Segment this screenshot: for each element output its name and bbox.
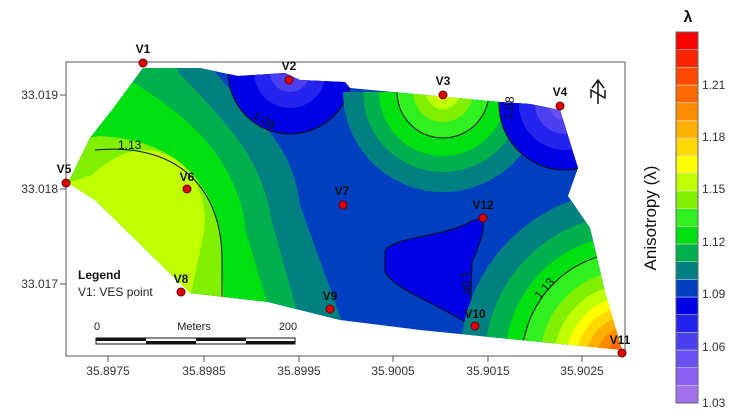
colorbar-band (675, 261, 699, 280)
ves-point-marker[interactable] (617, 348, 627, 358)
colorbar (675, 31, 699, 404)
colorbar-band (675, 226, 699, 245)
ves-point-marker[interactable] (61, 178, 71, 188)
scale-unit: Meters (177, 321, 211, 333)
x-tick-label: 35.9015 (466, 364, 510, 378)
legend-title: Legend (78, 268, 121, 282)
colorbar-tick-label: 1.03 (702, 396, 726, 410)
y-tick-label: 33.018 (21, 182, 58, 196)
y-tick-label: 33.019 (21, 88, 58, 102)
colorbar-band (675, 349, 699, 368)
colorbar-tick-label: 1.21 (702, 78, 726, 92)
colorbar-band (675, 243, 699, 262)
legend-item: V1: VES point (78, 285, 153, 299)
contour-line-1-13-left (94, 148, 223, 305)
v4-low-bands (498, 68, 622, 171)
x-tick-label: 35.9005 (371, 364, 415, 378)
colorbar-band (675, 208, 699, 227)
ves-point-marker[interactable] (182, 184, 192, 194)
colorbar-band (675, 173, 699, 192)
ves-point-label: V8 (174, 272, 189, 286)
colorbar-band (675, 296, 699, 315)
y-tick-label: 33.017 (21, 277, 58, 291)
ves-point-marker[interactable] (555, 101, 565, 111)
ves-point-marker[interactable] (438, 90, 448, 100)
ves-point-marker[interactable] (138, 58, 148, 68)
x-tick-label: 35.8995 (277, 364, 321, 378)
ves-point-label: V11 (610, 333, 631, 347)
ves-points: V1 V2 V3 V4 V5 V6 V7 V8 V9 V10 V11 V12 (57, 42, 631, 358)
ves-point-marker[interactable] (176, 287, 186, 297)
colorbar-band (675, 367, 699, 386)
north-arrow-icon (590, 78, 606, 104)
contour-label: 1.08 (501, 95, 517, 120)
colorbar-title: λ (684, 9, 693, 26)
ves-point-marker[interactable] (478, 213, 488, 223)
contour-label: 1.13 (118, 138, 142, 152)
scale-bar: 0 Meters 200 (94, 321, 297, 345)
colorbar-band (675, 332, 699, 351)
colorbar-frame (675, 31, 699, 404)
colorbar-band (675, 49, 699, 68)
x-tick-label: 35.8985 (182, 364, 226, 378)
ves-point-marker[interactable] (470, 321, 480, 331)
ves-point-label: V5 (57, 162, 72, 176)
colorbar-band (675, 137, 699, 156)
colorbar-tick-label: 1.06 (702, 340, 726, 354)
ves-point-marker[interactable] (325, 304, 335, 314)
ves-point-label: V7 (335, 184, 350, 198)
colorbar-band (675, 84, 699, 103)
colorbar-tick-label: 1.15 (702, 182, 726, 196)
v3-high-bands (343, 91, 543, 192)
ves-point-marker[interactable] (338, 200, 348, 210)
map-frame (65, 61, 626, 357)
colorbar-ticks: 1.21 1.18 1.15 1.12 1.09 1.06 1.03 (702, 78, 726, 410)
ves-point-label: V1 (136, 42, 151, 56)
colorbar-band (675, 120, 699, 139)
colorbar-band (675, 279, 699, 298)
ves-point-label: V6 (180, 170, 195, 184)
scale-end: 200 (279, 321, 297, 333)
x-tick-label: 35.8975 (86, 364, 130, 378)
ves-point-marker[interactable] (284, 75, 294, 85)
ves-point-label: V4 (553, 85, 568, 99)
colorbar-band (675, 385, 699, 404)
colorbar-axis-label: Anisotropy (λ) (641, 166, 660, 271)
ves-point-label: V3 (436, 74, 451, 88)
colorbar-tick-label: 1.12 (702, 235, 726, 249)
x-tick-label: 35.9025 (560, 364, 604, 378)
ves-point-label: V2 (282, 59, 297, 73)
ves-point-label: V12 (472, 198, 494, 212)
colorbar-band (675, 67, 699, 86)
contour-label: 1.08 (457, 270, 475, 296)
colorbar-band (675, 314, 699, 333)
colorbar-band (675, 102, 699, 121)
colorbar-band (675, 31, 699, 50)
band-low-v12 (384, 219, 484, 326)
scale-start: 0 (94, 321, 100, 333)
ves-point-label: V10 (464, 307, 486, 321)
colorbar-tick-label: 1.09 (702, 287, 726, 301)
colorbar-band (675, 155, 699, 174)
colorbar-band (675, 190, 699, 209)
colorbar-tick-label: 1.18 (702, 130, 726, 144)
ves-point-label: V9 (323, 289, 338, 303)
